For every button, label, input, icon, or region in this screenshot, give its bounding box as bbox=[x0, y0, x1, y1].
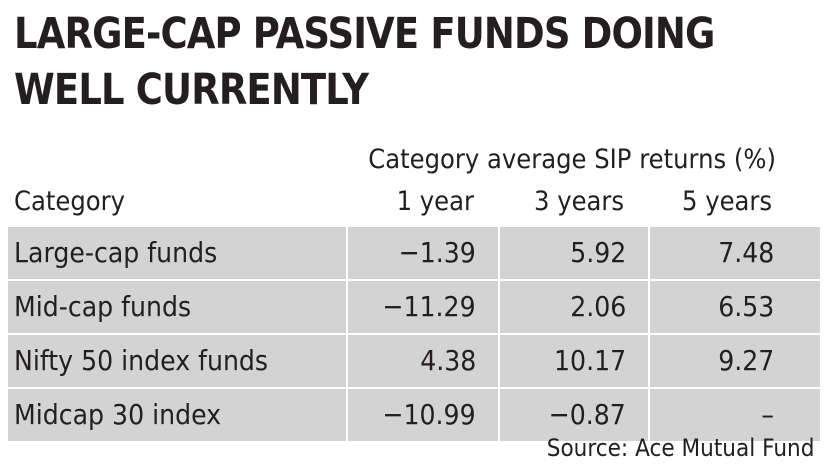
row-value-5-years: 6.53 bbox=[717, 290, 774, 323]
table-row: Large-cap funds −1.39 5.92 7.48 bbox=[8, 227, 820, 281]
row-value-5-years: 7.48 bbox=[717, 236, 774, 269]
row-category-label: Mid-cap funds bbox=[14, 290, 192, 323]
row-category-label: Midcap 30 index bbox=[14, 398, 222, 431]
row-value-1-year: 4.38 bbox=[419, 344, 476, 377]
row-value-3-years: 5.92 bbox=[569, 236, 626, 269]
column-divider bbox=[346, 335, 348, 387]
column-divider bbox=[498, 281, 500, 333]
row-value-1-year: −11.29 bbox=[382, 290, 476, 323]
row-value-3-years: 2.06 bbox=[569, 290, 626, 323]
column-divider bbox=[346, 227, 348, 279]
row-category-label: Large-cap funds bbox=[14, 236, 218, 269]
column-divider bbox=[648, 281, 650, 333]
chart-title-line-1: LARGE-CAP PASSIVE FUNDS DOING bbox=[14, 9, 715, 59]
row-value-1-year: −10.99 bbox=[382, 398, 476, 431]
row-value-3-years: 10.17 bbox=[553, 344, 626, 377]
table-row: Mid-cap funds −11.29 2.06 6.53 bbox=[8, 281, 820, 335]
column-divider bbox=[648, 227, 650, 279]
column-divider bbox=[498, 227, 500, 279]
chart-title-line-2: WELL CURRENTLY bbox=[14, 65, 369, 115]
column-divider bbox=[346, 281, 348, 333]
chart-title: LARGE-CAP PASSIVE FUNDS DOING WELL CURRE… bbox=[14, 6, 715, 118]
returns-table: Large-cap funds −1.39 5.92 7.48 Mid-cap fund… bbox=[8, 227, 820, 443]
table-row: Nifty 50 index funds 4.38 10.17 9.27 bbox=[8, 335, 820, 389]
column-header-5-years: 5 years bbox=[681, 186, 772, 217]
table-supheader: Category average SIP returns (%) bbox=[368, 144, 776, 175]
row-value-3-years: −0.87 bbox=[548, 398, 626, 431]
column-divider bbox=[648, 335, 650, 387]
column-divider bbox=[648, 389, 650, 441]
category-column-header: Category bbox=[14, 186, 126, 217]
source-note: Source: Ace Mutual Fund bbox=[546, 434, 814, 462]
column-divider bbox=[346, 389, 348, 441]
row-category-label: Nifty 50 index funds bbox=[14, 344, 269, 377]
column-divider bbox=[498, 389, 500, 441]
column-header-1-year: 1 year bbox=[396, 186, 474, 217]
column-header-3-years: 3 years bbox=[533, 186, 624, 217]
row-value-5-years: 9.27 bbox=[717, 344, 774, 377]
row-value-1-year: −1.39 bbox=[398, 236, 476, 269]
column-divider bbox=[498, 335, 500, 387]
row-value-5-years: – bbox=[761, 398, 774, 431]
table-row: Midcap 30 index −10.99 −0.87 – bbox=[8, 389, 820, 443]
